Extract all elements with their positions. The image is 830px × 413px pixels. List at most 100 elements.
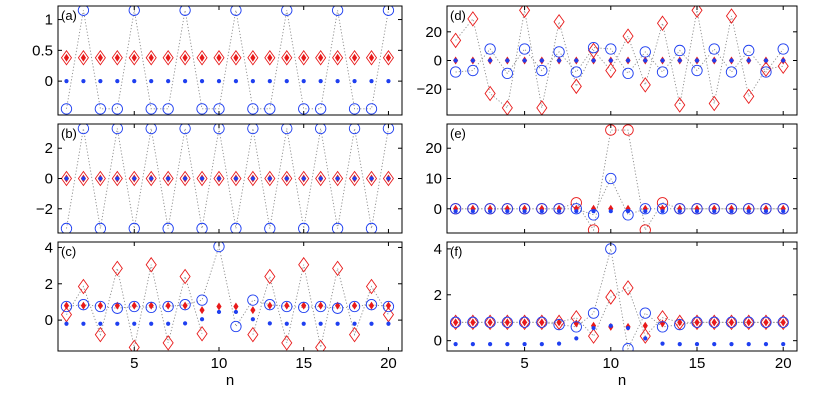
point-blue-open-circle-8 <box>179 124 191 135</box>
point-blue-dot-16 <box>318 176 323 181</box>
point-blue-dot-7 <box>556 341 562 346</box>
point-blue-open-circle-10 <box>605 172 617 185</box>
point-red-filled-diamond-15 <box>301 301 307 310</box>
point-blue-open-circle-5 <box>128 6 140 16</box>
point-red-filled-diamond-2 <box>80 301 87 310</box>
point-blue-open-circle-4 <box>501 67 513 80</box>
point-blue-dot-10 <box>216 176 222 181</box>
y-tick-label: 2 <box>45 140 53 157</box>
point-red-open-diamond-1 <box>450 314 462 331</box>
point-red-open-diamond-12 <box>639 77 651 93</box>
point-red-open-diamond-12 <box>247 170 259 187</box>
point-blue-open-circle-16 <box>315 300 327 313</box>
point-red-open-diamond-16 <box>315 49 327 66</box>
point-red-open-diamond-18 <box>348 170 361 187</box>
point-red-open-diamond-15 <box>691 6 703 19</box>
series-line-blue-open-circle <box>455 177 784 216</box>
point-blue-open-circle-20 <box>777 43 789 55</box>
point-red-filled-diamond-13 <box>267 53 273 62</box>
point-red-open-diamond-16 <box>315 170 327 187</box>
point-blue-dot-3 <box>98 176 103 181</box>
point-blue-dot-11 <box>233 79 239 84</box>
point-blue-open-circle-5 <box>518 316 531 328</box>
point-red-open-diamond-5 <box>128 170 140 187</box>
point-red-open-diamond-18 <box>743 314 755 331</box>
point-blue-open-circle-18 <box>743 44 755 57</box>
panel-c: 0 2 4 5 10 15 20 (c) n <box>45 239 403 389</box>
point-red-open-diamond-10 <box>213 170 225 187</box>
point-red-open-diamond-12 <box>639 328 651 344</box>
panel-label: (f) <box>450 244 462 259</box>
point-red-filled-diamond-17 <box>728 318 735 327</box>
point-blue-open-circle-13 <box>656 66 669 78</box>
point-blue-dot-10 <box>608 323 613 328</box>
point-red-open-diamond-2 <box>467 314 479 331</box>
point-red-filled-diamond-20 <box>385 53 392 62</box>
point-blue-open-circle-2 <box>467 64 479 77</box>
point-blue-open-circle-6 <box>145 124 157 135</box>
point-blue-dot-17 <box>335 176 340 181</box>
point-red-open-diamond-18 <box>348 49 361 66</box>
point-blue-open-circle-3 <box>484 43 496 55</box>
point-red-filled-diamond-2 <box>470 318 476 327</box>
point-blue-dot-20 <box>386 79 391 84</box>
point-red-open-diamond-9 <box>587 224 600 233</box>
point-blue-dot-7 <box>166 79 171 84</box>
point-blue-dot-16 <box>712 209 717 214</box>
point-red-filled-diamond-16 <box>318 301 324 310</box>
point-blue-open-circle-17 <box>331 6 344 16</box>
point-blue-open-circle-6 <box>536 316 548 328</box>
point-blue-open-circle-8 <box>570 66 582 78</box>
point-red-filled-diamond-16 <box>711 318 717 327</box>
point-red-filled-diamond-3 <box>97 53 103 62</box>
series-line-red-open-diamond <box>455 10 784 109</box>
point-red-open-diamond-8 <box>179 49 191 66</box>
point-red-open-diamond-14 <box>281 335 293 351</box>
point-blue-open-circle-5 <box>518 43 531 55</box>
point-blue-dot-17 <box>335 79 340 84</box>
point-red-filled-diamond-8 <box>182 53 188 62</box>
plot-area <box>60 6 395 115</box>
point-blue-dot-10 <box>216 309 222 315</box>
point-blue-dot-4 <box>505 58 510 63</box>
point-blue-dot-15 <box>301 176 306 181</box>
point-red-filled-diamond-18 <box>351 53 358 62</box>
point-blue-dot-16 <box>712 58 717 63</box>
point-blue-open-circle-8 <box>179 299 191 311</box>
point-blue-dot-13 <box>267 79 272 84</box>
point-blue-open-circle-18 <box>348 124 361 135</box>
point-blue-open-circle-14 <box>281 124 293 135</box>
point-red-filled-diamond-4 <box>504 318 510 327</box>
point-red-filled-diamond-15 <box>694 318 700 327</box>
point-red-open-diamond-9 <box>196 170 208 187</box>
point-red-open-diamond-20 <box>382 170 394 187</box>
point-red-filled-diamond-7 <box>165 53 171 62</box>
point-blue-open-circle-15 <box>691 64 703 77</box>
point-blue-dot-18 <box>746 58 751 63</box>
point-red-open-diamond-16 <box>315 339 327 351</box>
point-red-open-diamond-11 <box>622 28 634 44</box>
point-blue-dot-7 <box>556 209 562 214</box>
point-blue-dot-19 <box>369 176 374 181</box>
point-blue-open-circle-5 <box>518 203 531 215</box>
panel-label: (e) <box>450 126 466 141</box>
point-blue-open-circle-6 <box>145 103 157 115</box>
point-blue-open-circle-7 <box>553 46 565 58</box>
point-blue-open-circle-7 <box>553 203 565 215</box>
point-blue-open-circle-2 <box>77 299 90 311</box>
point-red-open-diamond-14 <box>281 170 293 187</box>
point-blue-dot-14 <box>284 176 289 181</box>
point-blue-dot-11 <box>625 58 631 63</box>
point-blue-open-circle-14 <box>281 6 293 16</box>
point-blue-dot-1 <box>453 209 458 214</box>
point-blue-open-circle-4 <box>501 316 513 328</box>
point-red-filled-diamond-6 <box>539 318 545 327</box>
plot-area <box>449 243 789 351</box>
point-blue-dot-15 <box>694 58 700 63</box>
point-blue-dot-11 <box>625 325 631 331</box>
point-blue-open-circle-2 <box>77 124 90 135</box>
x-tick-label: 20 <box>380 355 397 372</box>
point-blue-dot-18 <box>352 79 357 84</box>
point-blue-open-circle-8 <box>179 6 191 16</box>
